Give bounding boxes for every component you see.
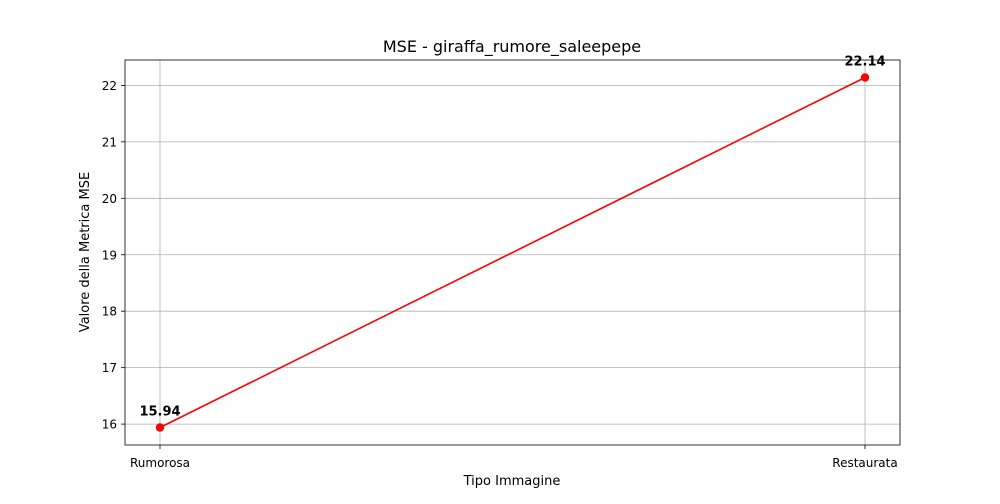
y-tick-label: 17 xyxy=(102,361,117,375)
data-label: 15.94 xyxy=(139,405,180,420)
y-tick-label: 18 xyxy=(102,305,117,319)
axes: 16 17 18 19 20 21 22 Rumorosa Restaurata xyxy=(102,59,901,470)
grid-lines xyxy=(125,60,900,445)
x-axis-label: Tipo Immagine xyxy=(463,474,561,489)
y-tick-label: 22 xyxy=(102,79,117,93)
series-group xyxy=(155,73,870,432)
y-tick-label: 19 xyxy=(102,248,117,262)
data-label: 22.14 xyxy=(844,55,885,70)
x-tick-label: Restaurata xyxy=(832,456,897,470)
data-labels: 15.94 22.14 xyxy=(139,55,885,420)
y-tick-label: 21 xyxy=(102,135,117,149)
data-point xyxy=(155,423,165,432)
chart-title: MSE - giraffa_rumore_saleepepe xyxy=(383,37,641,57)
x-tick-label: Rumorosa xyxy=(130,456,190,470)
y-axis-label: Valore della Metrica MSE xyxy=(78,172,93,332)
y-tick-label: 16 xyxy=(102,418,117,432)
data-point xyxy=(860,73,870,82)
plot-frame xyxy=(124,59,901,446)
series-line xyxy=(159,76,866,429)
y-tick-label: 20 xyxy=(102,192,117,206)
